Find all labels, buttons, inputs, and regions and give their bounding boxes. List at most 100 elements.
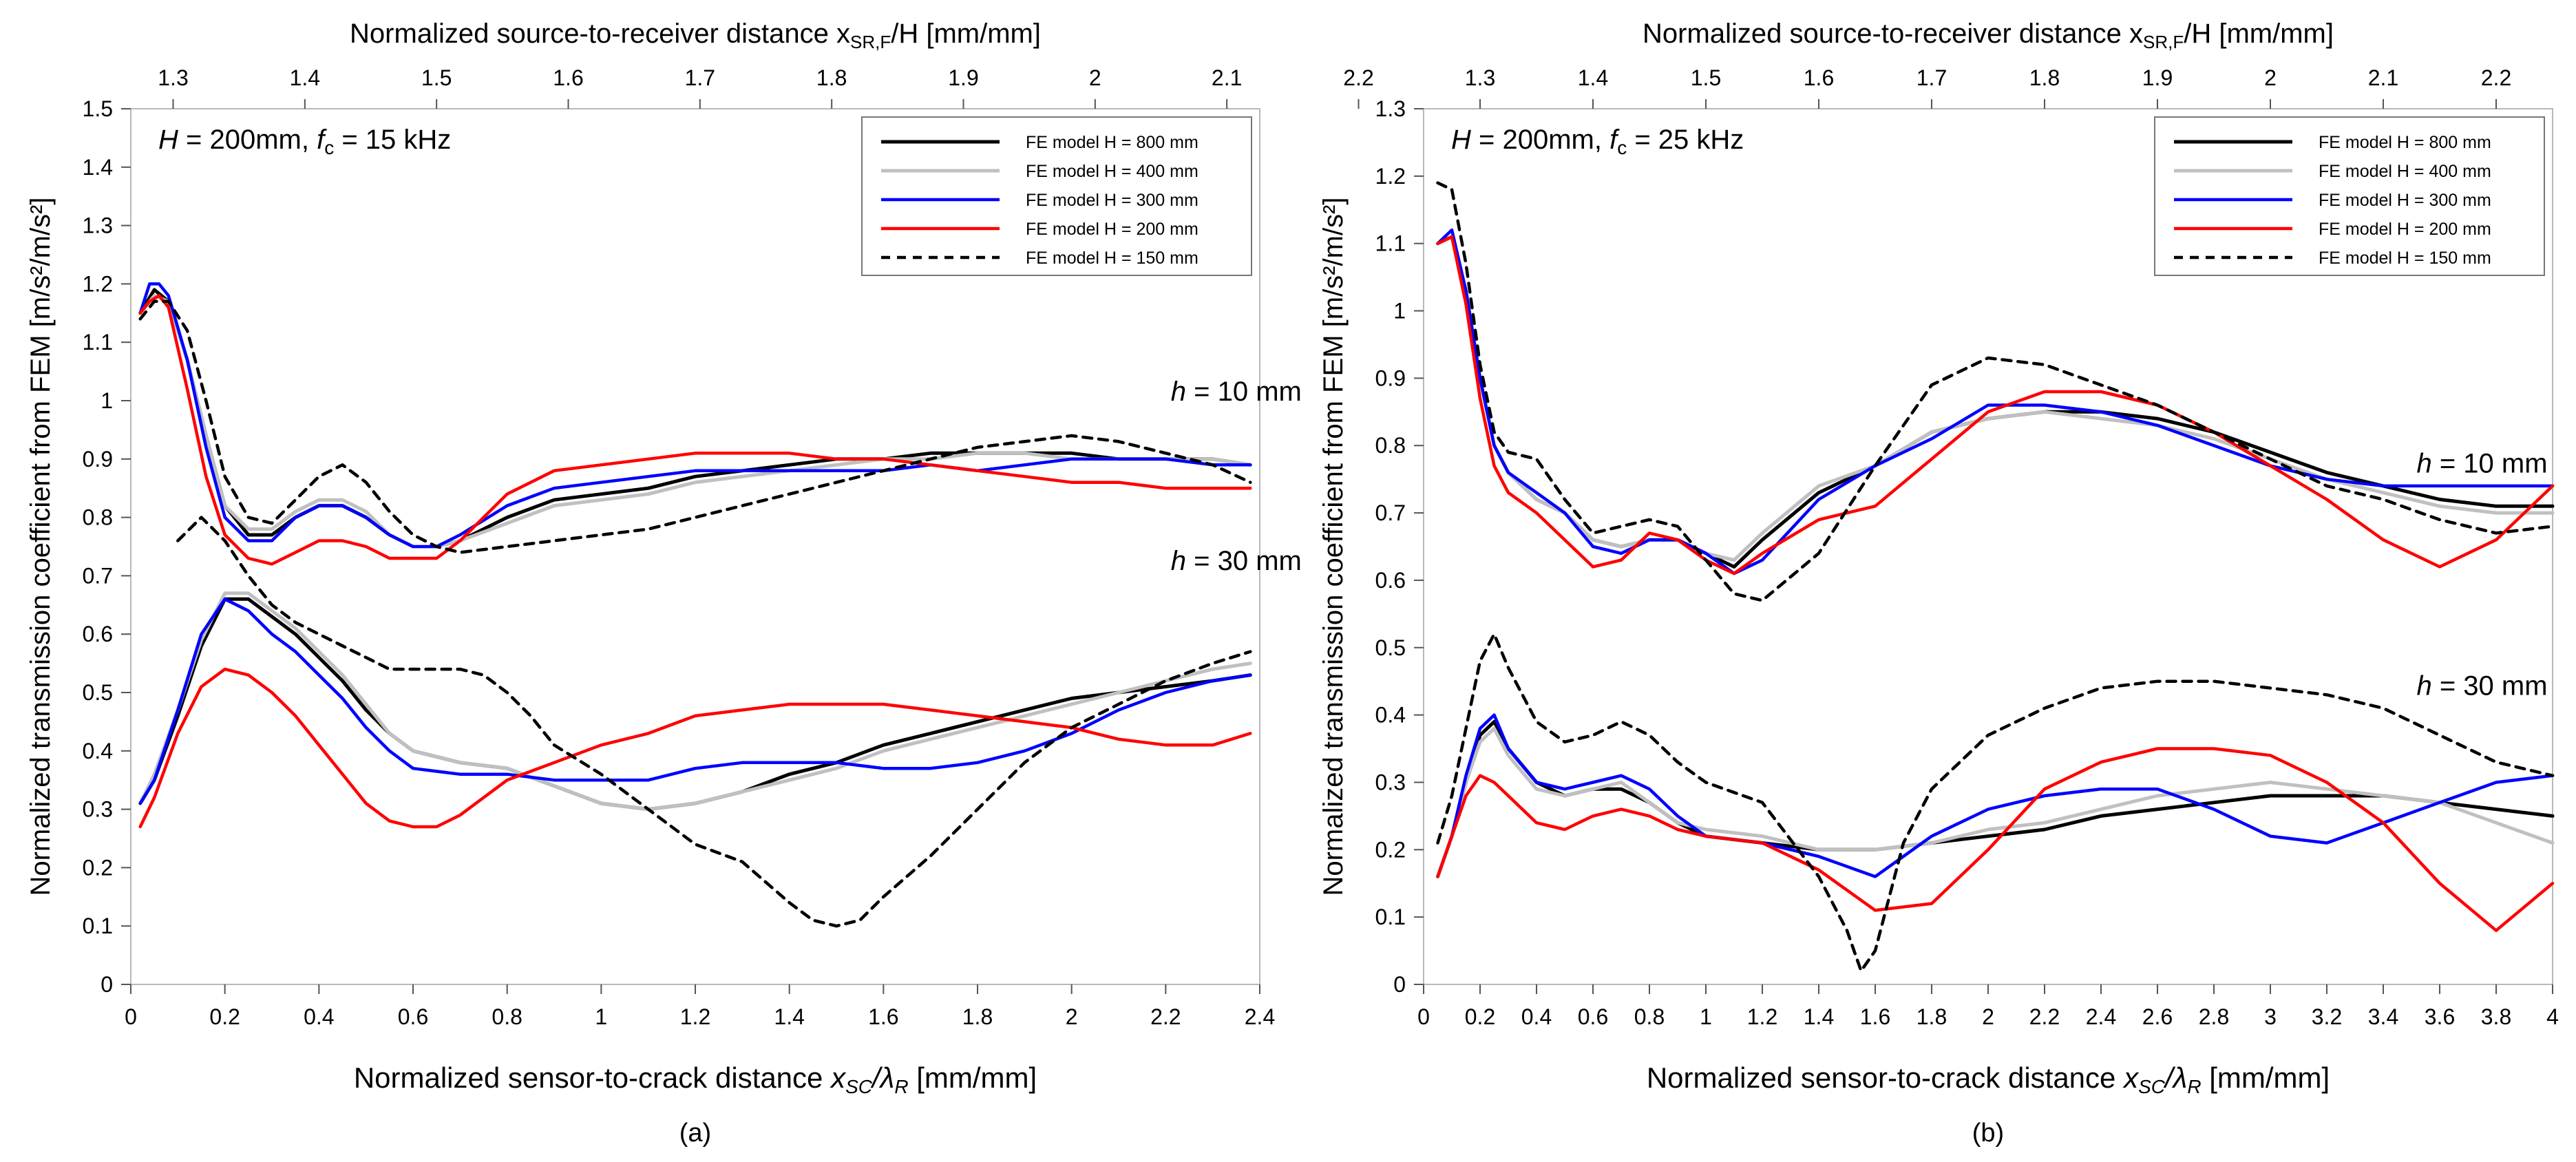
x-tick-label: 2: [1066, 1004, 1078, 1029]
y-tick-label: 0.6: [83, 622, 113, 646]
x-tick-label: 1.8: [962, 1004, 993, 1029]
series-line-150mm-h10: [138, 299, 1252, 554]
y-tick-label: 1.2: [83, 271, 113, 296]
x2-axis-label-text: Normalized source-to-receiver distance x: [350, 19, 850, 49]
y-tick-label: 0.9: [1375, 366, 1406, 390]
x-axis-label-var: x: [830, 1061, 847, 1094]
x2-axis-label-sub: SR,F: [2143, 32, 2184, 52]
y-tick-label: 0.2: [1375, 837, 1406, 862]
series-line-400mm-h30: [138, 591, 1252, 812]
legend-entry: FE model H = 400 mm: [1026, 162, 1199, 181]
x-axis-label-sub2: R: [2187, 1076, 2201, 1097]
x2-tick-label: 1.4: [1578, 65, 1608, 90]
x2-tick-label: 1.3: [1465, 65, 1495, 90]
curve-label-h: h: [2416, 448, 2431, 478]
legend-entry: FE model H = 800 mm: [2319, 133, 2491, 152]
x2-axis-label: Normalized source-to-receiver distance x…: [1643, 19, 2334, 52]
y-tick-label: 0.7: [83, 563, 113, 588]
y-tick-label: 0.5: [1375, 635, 1406, 660]
series-line-800mm-h10: [138, 288, 1252, 549]
y-tick-label: 0.5: [83, 680, 113, 705]
series-line-800mm-h10: [1436, 235, 2555, 569]
y-tick-label: 0.8: [1375, 433, 1406, 458]
series-line-800mm-h30: [138, 597, 1252, 812]
x-axis-label-unit: [mm/mm]: [909, 1061, 1037, 1094]
x2-axis-label-unit: /H [mm/mm]: [891, 19, 1041, 49]
y-tick-label: 0.7: [1375, 500, 1406, 525]
y-tick-label: 1.3: [83, 213, 113, 238]
x-tick-label: 2.4: [1245, 1004, 1275, 1029]
x2-tick-label: 1.6: [1804, 65, 1834, 90]
x-tick-label: 0.2: [209, 1004, 240, 1029]
y-tick-label: 1.3: [1375, 96, 1406, 121]
x2-tick-label: 2.2: [2481, 65, 2511, 90]
series-line-300mm-h30: [138, 598, 1252, 805]
x-tick-label: 2.2: [2029, 1004, 2060, 1029]
y-tick-label: 0.4: [83, 739, 113, 763]
x2-tick-label: 2: [1089, 65, 1101, 90]
series-line-400mm-h10: [1436, 235, 2555, 562]
series-line-400mm-h30: [1436, 726, 2555, 878]
x2-tick-label: 2.1: [2368, 65, 2398, 90]
x-tick-label: 1.4: [774, 1004, 804, 1029]
x-tick-label: 0.8: [1634, 1004, 1665, 1029]
x-axis-label-sub: SC: [845, 1076, 873, 1097]
curve-label-h: h: [1171, 546, 1186, 576]
x-tick-label: 0.2: [1465, 1004, 1495, 1029]
x-tick-label: 4: [2546, 1004, 2559, 1029]
annotation-eq1: = 200mm,: [1471, 125, 1609, 155]
curve-label-value: = 10 mm: [2432, 448, 2548, 478]
x2-tick-label: 2.2: [1343, 65, 1373, 90]
x-axis-label-sub2: R: [894, 1076, 908, 1097]
y-tick-label: 0: [101, 972, 113, 997]
chart-panel-b: 0 0.2 0.4 0.6 0.8 1 1.2 1.4 1.6 1.8 2 2.2 2.4 2.6 2.8 3…: [1318, 19, 2559, 1148]
x-tick-label: 2.6: [2142, 1004, 2173, 1029]
x-axis-label: Normalized sensor-to-crack distance xSC/…: [1647, 1061, 2330, 1097]
x-axis-label-lambda: /λ: [870, 1061, 894, 1094]
panel-annotation: H = 200mm, fc = 15 kHz: [158, 125, 451, 158]
x-tick-label: 2.8: [2199, 1004, 2229, 1029]
x-axis-label-lambda: /λ: [2163, 1061, 2187, 1094]
x2-axis-label-unit: /H [mm/mm]: [2184, 19, 2334, 49]
x-tick-label: 3.2: [2312, 1004, 2342, 1029]
x-axis-label-unit: [mm/mm]: [2202, 1061, 2330, 1094]
legend-entry: FE model H = 150 mm: [2319, 249, 2491, 268]
x-tick-label: 1.6: [1860, 1004, 1890, 1029]
x2-tick-label: 2.1: [1212, 65, 1242, 90]
x2-tick-label: 1.3: [158, 65, 188, 90]
curve-label-h: h: [1171, 377, 1186, 407]
x-tick-label: 3.6: [2425, 1004, 2455, 1029]
x-tick-label: 0.4: [1521, 1004, 1552, 1029]
x-tick-label: 0.6: [1578, 1004, 1608, 1029]
x-tick-label: 1.8: [1917, 1004, 1947, 1029]
y-tick-label: 0.3: [1375, 770, 1406, 794]
curve-label-value: = 10 mm: [1186, 377, 1302, 407]
y-tick-label: 0.4: [1375, 703, 1406, 728]
x2-axis-label-sub: SR,F: [850, 32, 891, 52]
x-tick-label: 0.6: [398, 1004, 428, 1029]
curve-label: h = 10 mm: [1171, 377, 1302, 407]
x-axis-label-var: x: [2122, 1061, 2140, 1094]
y-tick-label: 0.6: [1375, 568, 1406, 593]
series-line-150mm-h30: [1436, 632, 2555, 973]
series-line-300mm-h10: [1436, 228, 2555, 575]
series-line-150mm-h10: [1436, 181, 2555, 602]
annotation-subscript: c: [1617, 137, 1627, 158]
series-line-200mm-h30: [1436, 747, 2555, 932]
x-tick-label: 3: [2264, 1004, 2277, 1029]
legend-entry: FE model H = 300 mm: [2319, 191, 2491, 210]
x-axis-label-text: Normalized sensor-to-crack distance: [1647, 1061, 2124, 1094]
y-tick-label: 1: [101, 388, 113, 413]
annotation-eq2: = 25 kHz: [1627, 125, 1744, 155]
x-tick-label: 1.2: [1747, 1004, 1777, 1029]
legend-entry: FE model H = 200 mm: [1026, 220, 1199, 239]
series-line-800mm-h30: [1436, 719, 2555, 878]
x-tick-label: 0.8: [492, 1004, 522, 1029]
annotation-H: H: [158, 125, 178, 155]
series-line-400mm-h10: [138, 293, 1252, 549]
y-tick-label: 0.3: [83, 797, 113, 822]
y-tick-label: 1.1: [1375, 231, 1406, 256]
curve-label-value: = 30 mm: [1186, 546, 1302, 576]
annotation-eq2: = 15 kHz: [334, 125, 451, 155]
